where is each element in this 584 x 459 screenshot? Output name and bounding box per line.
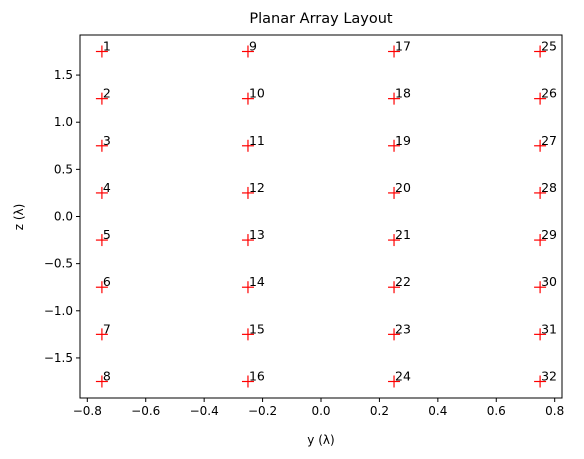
data-point (534, 92, 547, 105)
point-label: 8 (103, 369, 111, 384)
point-label: 11 (249, 133, 265, 148)
y-tick-label: 1.5 (54, 68, 73, 82)
point-label: 5 (103, 227, 111, 242)
data-point (388, 328, 401, 341)
data-point (95, 186, 108, 199)
data-point (388, 234, 401, 247)
data-point (534, 281, 547, 294)
data-point (241, 375, 254, 388)
point-label: 16 (249, 369, 265, 384)
data-point (95, 234, 108, 247)
point-label: 4 (103, 180, 111, 195)
data-point (388, 375, 401, 388)
data-point (534, 45, 547, 58)
data-point (241, 139, 254, 152)
y-tick-label: 0.0 (54, 210, 73, 224)
point-label: 20 (395, 180, 411, 195)
data-point (241, 45, 254, 58)
x-tick-label: −0.8 (73, 404, 102, 418)
point-label: 7 (103, 321, 111, 336)
x-tick-label: −0.6 (131, 404, 160, 418)
data-point (241, 328, 254, 341)
y-tick-label: 1.0 (54, 115, 73, 129)
data-point (388, 186, 401, 199)
plot-points: 1234567891011121314151617181920212223242… (95, 39, 557, 388)
x-tick-label: 0.6 (487, 404, 506, 418)
point-label: 17 (395, 39, 411, 54)
point-label: 26 (541, 86, 557, 101)
point-label: 3 (103, 133, 111, 148)
point-label: 14 (249, 274, 265, 289)
point-label: 27 (541, 133, 557, 148)
point-label: 19 (395, 133, 411, 148)
point-label: 22 (395, 274, 411, 289)
point-label: 24 (395, 369, 411, 384)
point-label: 2 (103, 86, 111, 101)
point-label: 21 (395, 227, 411, 242)
point-label: 31 (541, 321, 557, 336)
y-axis: −1.5 −1.0 −0.5 0.0 0.5 1.0 1.5 (44, 68, 80, 365)
plot-frame (79, 34, 563, 399)
x-tick-label: 0.2 (370, 404, 389, 418)
data-point (388, 281, 401, 294)
x-axis: −0.8 −0.6 −0.4 −0.2 0.0 0.2 0.4 0.6 0.8 (73, 398, 564, 418)
data-point (388, 92, 401, 105)
point-label: 23 (395, 321, 411, 336)
point-label: 18 (395, 86, 411, 101)
point-label: 9 (249, 39, 257, 54)
point-label: 32 (541, 369, 557, 384)
y-tick-label: −1.5 (44, 351, 73, 365)
y-tick-label: −1.0 (44, 304, 73, 318)
point-label: 30 (541, 274, 557, 289)
point-label: 15 (249, 321, 265, 336)
data-point (241, 281, 254, 294)
data-point (534, 234, 547, 247)
y-tick-label: −0.5 (44, 257, 73, 271)
x-tick-label: −0.2 (248, 404, 277, 418)
x-tick-label: 0.8 (545, 404, 564, 418)
data-point (95, 139, 108, 152)
data-point (534, 375, 547, 388)
point-label: 10 (249, 86, 265, 101)
y-tick-label: 0.5 (54, 162, 73, 176)
x-tick-label: 0.0 (311, 404, 330, 418)
data-point (241, 92, 254, 105)
point-label: 12 (249, 180, 265, 195)
point-label: 25 (541, 39, 557, 54)
data-point (241, 234, 254, 247)
data-point (388, 45, 401, 58)
point-label: 28 (541, 180, 557, 195)
chart-title: Planar Array Layout (249, 11, 393, 27)
data-point (534, 328, 547, 341)
x-axis-label: y (λ) (307, 433, 334, 447)
data-point (95, 281, 108, 294)
x-tick-label: 0.4 (428, 404, 447, 418)
data-point (241, 186, 254, 199)
data-point (95, 92, 108, 105)
data-point (534, 139, 547, 152)
point-label: 13 (249, 227, 265, 242)
point-label: 6 (103, 274, 111, 289)
y-axis-label: z (λ) (12, 204, 26, 231)
data-point (388, 139, 401, 152)
x-tick-label: −0.4 (190, 404, 219, 418)
data-point (534, 186, 547, 199)
point-label: 29 (541, 227, 557, 242)
data-point (95, 328, 108, 341)
data-point (95, 45, 108, 58)
point-label: 1 (103, 39, 111, 54)
data-point (95, 375, 108, 388)
